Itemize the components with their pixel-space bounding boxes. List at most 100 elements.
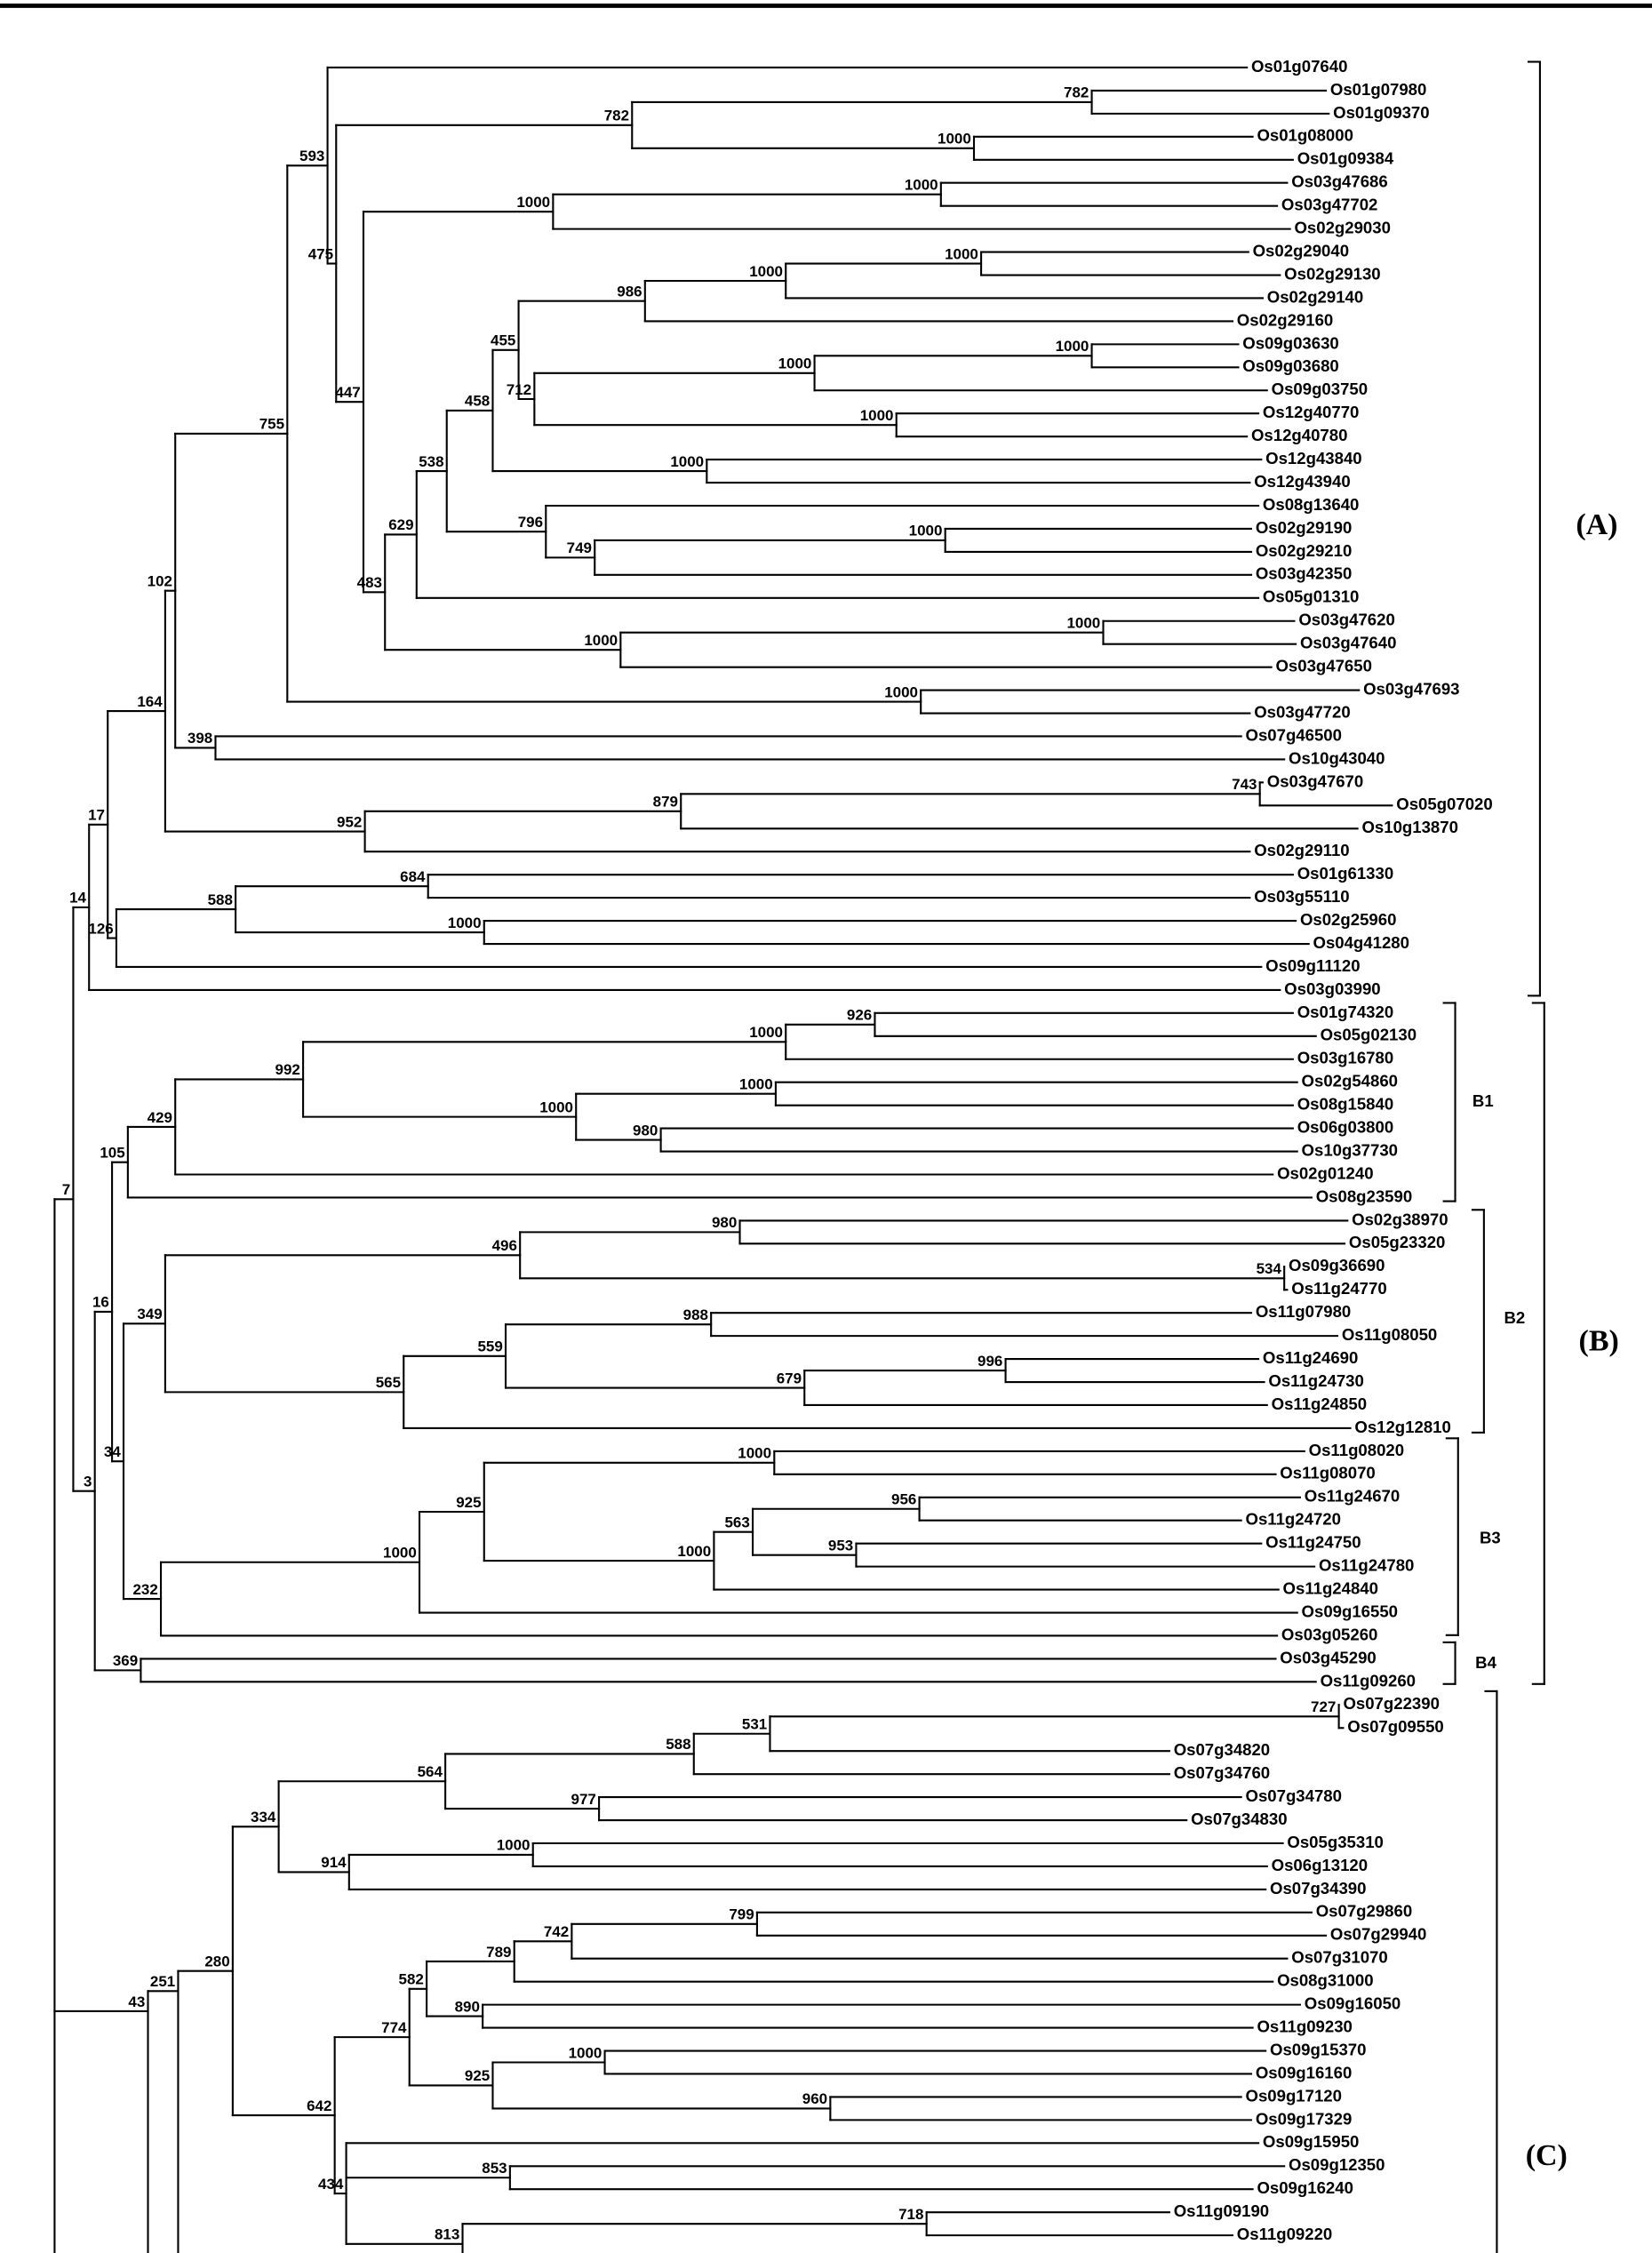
bootstrap-label: 429 bbox=[148, 1109, 172, 1126]
leaf-label: Os09g15950 bbox=[1263, 2132, 1359, 2151]
leaf-label: Os09g17120 bbox=[1246, 2086, 1342, 2105]
leaf-label: Os10g37730 bbox=[1302, 1140, 1398, 1159]
bootstrap-label: 280 bbox=[204, 1953, 229, 1969]
bootstrap-label: 475 bbox=[308, 245, 333, 262]
bootstrap-label: 1000 bbox=[1056, 338, 1089, 355]
bootstrap-label: 977 bbox=[571, 1791, 596, 1808]
leaf-label: Os09g16240 bbox=[1257, 2178, 1353, 2197]
bootstrap-label: 743 bbox=[1232, 776, 1257, 793]
bootstrap-label: 496 bbox=[492, 1237, 517, 1254]
bootstrap-label: 853 bbox=[482, 2160, 507, 2177]
bootstrap-label: 1000 bbox=[677, 1543, 711, 1560]
leaf-label: Os01g07980 bbox=[1330, 80, 1426, 99]
leaf-label: Os10g13870 bbox=[1361, 818, 1457, 836]
leaf-label: Os03g16780 bbox=[1297, 1049, 1393, 1067]
bootstrap-label: 796 bbox=[518, 514, 543, 531]
bootstrap-label: 1000 bbox=[938, 131, 971, 148]
leaf-label: Os02g29210 bbox=[1256, 541, 1352, 560]
bootstrap-label: 105 bbox=[100, 1144, 124, 1161]
bootstrap-label: 980 bbox=[712, 1214, 737, 1231]
leaf-label: Os07g22390 bbox=[1343, 1694, 1439, 1713]
bootstrap-label: 43 bbox=[128, 1993, 145, 2010]
bootstrap-label: 334 bbox=[251, 1809, 276, 1826]
bootstrap-label: 1000 bbox=[738, 1445, 771, 1462]
leaf-label: Os02g29030 bbox=[1294, 219, 1390, 237]
leaf-label: Os11g09260 bbox=[1321, 1671, 1416, 1690]
leaf-label: Os09g17329 bbox=[1256, 2109, 1352, 2128]
leaf-label: Os12g40780 bbox=[1251, 426, 1347, 444]
bootstrap-label: 782 bbox=[604, 108, 629, 124]
leaf-label: Os11g24770 bbox=[1291, 1279, 1386, 1298]
bootstrap-label: 1000 bbox=[1067, 614, 1101, 631]
bootstrap-label: 232 bbox=[133, 1581, 158, 1598]
bootstrap-label: 588 bbox=[208, 891, 233, 908]
bootstrap-label: 1000 bbox=[905, 176, 938, 193]
leaf-label: Os01g09370 bbox=[1333, 103, 1429, 122]
bootstrap-label: 992 bbox=[275, 1061, 300, 1078]
leaf-label: Os09g03680 bbox=[1242, 356, 1338, 375]
clade-label: B2 bbox=[1504, 1308, 1525, 1327]
leaf-label: Os09g03750 bbox=[1272, 379, 1368, 398]
leaf-label: Os12g43940 bbox=[1254, 472, 1350, 491]
leaf-label: Os09g16050 bbox=[1305, 1994, 1401, 2013]
bootstrap-label: 534 bbox=[1257, 1260, 1282, 1277]
leaf-label: Os04g41280 bbox=[1313, 933, 1409, 952]
bootstrap-label: 349 bbox=[137, 1306, 162, 1322]
bootstrap-label: 1000 bbox=[516, 194, 550, 211]
bootstrap-label: 799 bbox=[729, 1906, 754, 1923]
bootstrap-label: 7 bbox=[62, 1181, 70, 1198]
bootstrap-label: 1000 bbox=[539, 1099, 573, 1115]
bootstrap-label: 1000 bbox=[778, 356, 812, 372]
leaf-label: Os10g43040 bbox=[1289, 748, 1385, 767]
leaf-label: Os11g09230 bbox=[1257, 2017, 1352, 2035]
leaf-label: Os11g24850 bbox=[1272, 1394, 1367, 1413]
bootstrap-label: 398 bbox=[188, 730, 212, 747]
bootstrap-label: 914 bbox=[321, 1854, 347, 1871]
bootstrap-label: 988 bbox=[683, 1306, 708, 1323]
leaf-label: Os11g24720 bbox=[1246, 1510, 1341, 1529]
bootstrap-label: 1000 bbox=[945, 245, 978, 262]
leaf-label: Os11g09190 bbox=[1174, 2201, 1269, 2220]
leaf-label: Os03g05260 bbox=[1281, 1625, 1377, 1643]
bootstrap-label: 34 bbox=[104, 1443, 121, 1460]
leaf-label: Os02g38970 bbox=[1352, 1210, 1448, 1228]
bootstrap-label: 1000 bbox=[860, 407, 894, 424]
leaf-label: Os08g13640 bbox=[1263, 495, 1359, 514]
leaf-label: Os01g08000 bbox=[1257, 126, 1353, 145]
leaf-label: Os09g11120 bbox=[1265, 956, 1360, 975]
leaf-label: Os09g15370 bbox=[1270, 2040, 1366, 2058]
leaf-label: Os09g03630 bbox=[1242, 333, 1338, 352]
clade-label: B4 bbox=[1475, 1653, 1496, 1672]
leaf-label: Os07g09550 bbox=[1347, 1717, 1443, 1736]
bootstrap-label: 3 bbox=[84, 1473, 92, 1490]
bootstrap-label: 17 bbox=[88, 807, 105, 824]
bootstrap-label: 1000 bbox=[584, 632, 618, 649]
leaf-label: Os12g12810 bbox=[1354, 1418, 1450, 1436]
bootstrap-label: 755 bbox=[259, 416, 284, 433]
bootstrap-label: 679 bbox=[777, 1370, 802, 1386]
bootstrap-label: 434 bbox=[318, 2176, 344, 2193]
bootstrap-label: 564 bbox=[418, 1763, 443, 1780]
bootstrap-label: 1000 bbox=[749, 263, 783, 280]
bootstrap-label: 582 bbox=[399, 1971, 424, 1988]
leaf-label: Os02g29190 bbox=[1256, 518, 1352, 537]
bootstrap-label: 980 bbox=[633, 1122, 658, 1138]
bootstrap-label: 458 bbox=[465, 393, 490, 410]
leaf-label: Os03g42350 bbox=[1256, 564, 1352, 583]
leaf-label: Os07g34760 bbox=[1174, 1763, 1270, 1782]
bootstrap-label: 455 bbox=[491, 332, 515, 349]
leaf-label: Os11g08020 bbox=[1309, 1441, 1404, 1459]
leaf-label: Os02g29140 bbox=[1267, 287, 1363, 306]
clade-label: (B) bbox=[1579, 1324, 1619, 1357]
bootstrap-label: 996 bbox=[978, 1353, 1002, 1370]
leaf-label: Os07g29940 bbox=[1330, 1925, 1426, 1944]
leaf-label: Os12g40770 bbox=[1263, 403, 1359, 421]
bootstrap-label: 952 bbox=[337, 813, 362, 830]
bootstrap-label: 1000 bbox=[739, 1075, 773, 1092]
leaf-label: Os11g24730 bbox=[1268, 1371, 1363, 1390]
leaf-label: Os11g08070 bbox=[1280, 1464, 1375, 1482]
leaf-label: Os07g34820 bbox=[1174, 1740, 1270, 1759]
bootstrap-label: 742 bbox=[544, 1923, 569, 1940]
bootstrap-label: 749 bbox=[567, 539, 592, 556]
leaf-label: Os02g29110 bbox=[1254, 841, 1349, 859]
